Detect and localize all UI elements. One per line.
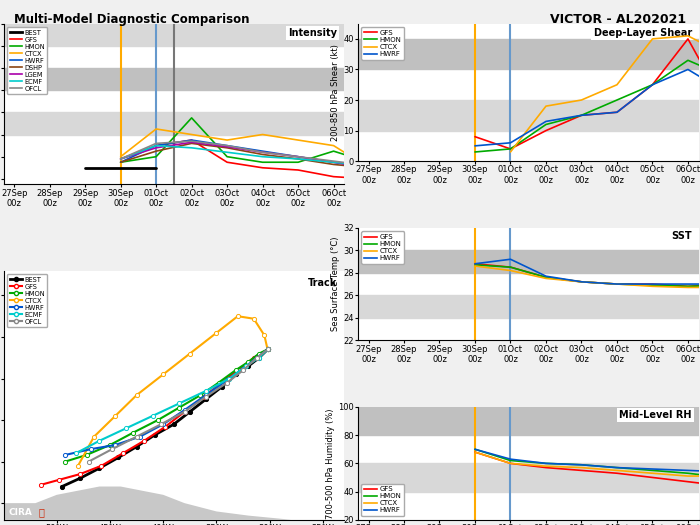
Text: SST: SST — [671, 231, 692, 241]
Legend: GFS, HMON, CTCX, HWRF: GFS, HMON, CTCX, HWRF — [361, 484, 404, 516]
Text: VICTOR - AL202021: VICTOR - AL202021 — [550, 13, 686, 26]
Y-axis label: Sea Surface Temp (°C): Sea Surface Temp (°C) — [331, 237, 340, 331]
Text: Multi-Model Diagnostic Comparison: Multi-Model Diagnostic Comparison — [14, 13, 249, 26]
Bar — [358, 250, 699, 273]
Text: Mid-Level RH: Mid-Level RH — [620, 411, 692, 421]
Bar — [4, 24, 344, 46]
Text: CIRA: CIRA — [8, 508, 32, 517]
Text: Intensity: Intensity — [288, 28, 337, 38]
Text: Track: Track — [308, 278, 337, 288]
Legend: BEST, GFS, HMON, CTCX, HWRF, DSHP, LGEM, ECMF, OFCL: BEST, GFS, HMON, CTCX, HWRF, DSHP, LGEM,… — [7, 27, 48, 94]
Bar — [358, 100, 699, 131]
Bar — [358, 407, 699, 435]
Legend: GFS, HMON, CTCX, HWRF: GFS, HMON, CTCX, HWRF — [361, 27, 404, 60]
Bar — [4, 68, 344, 90]
Polygon shape — [4, 487, 344, 520]
Y-axis label: 700-500 hPa Humidity (%): 700-500 hPa Humidity (%) — [326, 408, 335, 519]
Bar — [358, 296, 699, 318]
Text: Ⓐ: Ⓐ — [38, 507, 44, 518]
Bar — [4, 112, 344, 134]
Legend: GFS, HMON, CTCX, HWRF: GFS, HMON, CTCX, HWRF — [361, 231, 404, 264]
Y-axis label: 200-850 hPa Shear (kt): 200-850 hPa Shear (kt) — [331, 44, 340, 141]
Text: Deep-Layer Shear: Deep-Layer Shear — [594, 28, 692, 38]
Legend: BEST, GFS, HMON, CTCX, HWRF, ECMF, OFCL: BEST, GFS, HMON, CTCX, HWRF, ECMF, OFCL — [7, 274, 48, 327]
Bar — [358, 464, 699, 491]
Bar — [358, 39, 699, 69]
